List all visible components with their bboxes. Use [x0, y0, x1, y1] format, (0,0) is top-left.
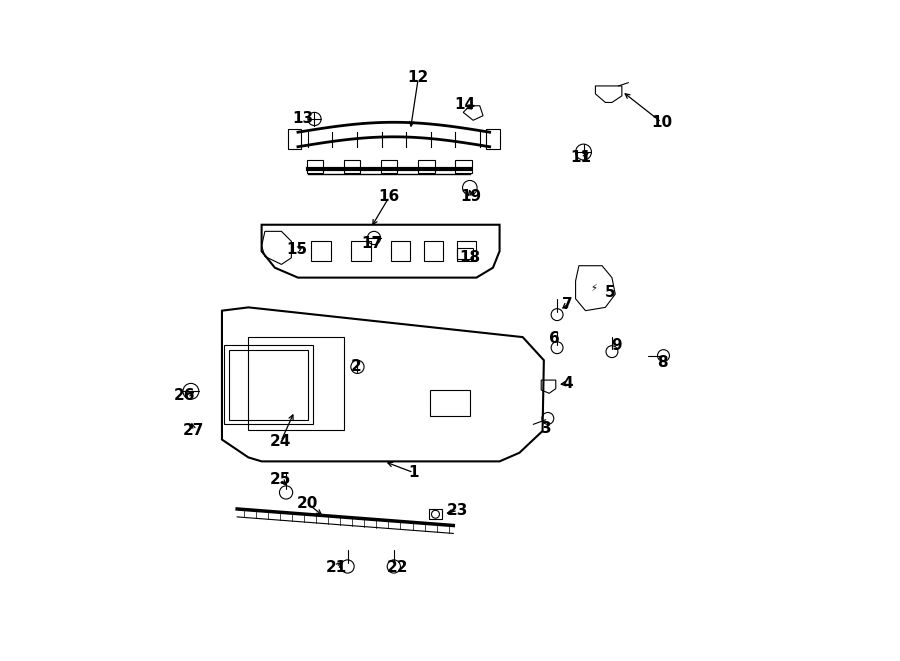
Bar — [391, 241, 410, 261]
Text: 22: 22 — [386, 560, 408, 574]
Bar — [456, 241, 476, 261]
Bar — [418, 160, 435, 173]
Text: 6: 6 — [549, 331, 560, 346]
Text: 10: 10 — [651, 115, 672, 130]
Text: 17: 17 — [362, 236, 382, 251]
Text: 24: 24 — [270, 434, 292, 449]
Text: 15: 15 — [286, 243, 307, 257]
Bar — [430, 390, 470, 416]
Bar — [486, 129, 500, 149]
Text: 16: 16 — [379, 190, 400, 204]
Text: 3: 3 — [541, 421, 551, 436]
Text: 4: 4 — [562, 376, 573, 391]
Bar — [455, 160, 472, 173]
Text: 27: 27 — [183, 424, 204, 438]
Text: 20: 20 — [297, 496, 319, 511]
Text: 1: 1 — [409, 465, 419, 480]
Bar — [381, 160, 398, 173]
Text: 9: 9 — [611, 338, 622, 352]
Bar — [424, 241, 444, 261]
Bar — [224, 345, 313, 424]
Text: 21: 21 — [326, 560, 346, 574]
Text: 26: 26 — [174, 388, 195, 403]
Text: 11: 11 — [571, 150, 591, 165]
Bar — [288, 129, 302, 149]
Text: 7: 7 — [562, 297, 573, 311]
Text: 2: 2 — [351, 360, 362, 374]
Bar — [229, 350, 308, 420]
Bar — [351, 241, 371, 261]
Text: ⚡: ⚡ — [590, 282, 598, 293]
Text: 18: 18 — [459, 251, 481, 265]
Text: 25: 25 — [270, 472, 292, 486]
Text: 23: 23 — [447, 503, 469, 518]
Text: 13: 13 — [292, 112, 314, 126]
Text: 19: 19 — [461, 190, 482, 204]
Text: 5: 5 — [605, 285, 616, 299]
Bar — [344, 160, 360, 173]
Bar — [307, 160, 323, 173]
Text: 8: 8 — [658, 355, 668, 369]
Text: 12: 12 — [408, 71, 429, 85]
Text: 14: 14 — [454, 97, 475, 112]
Bar — [311, 241, 331, 261]
